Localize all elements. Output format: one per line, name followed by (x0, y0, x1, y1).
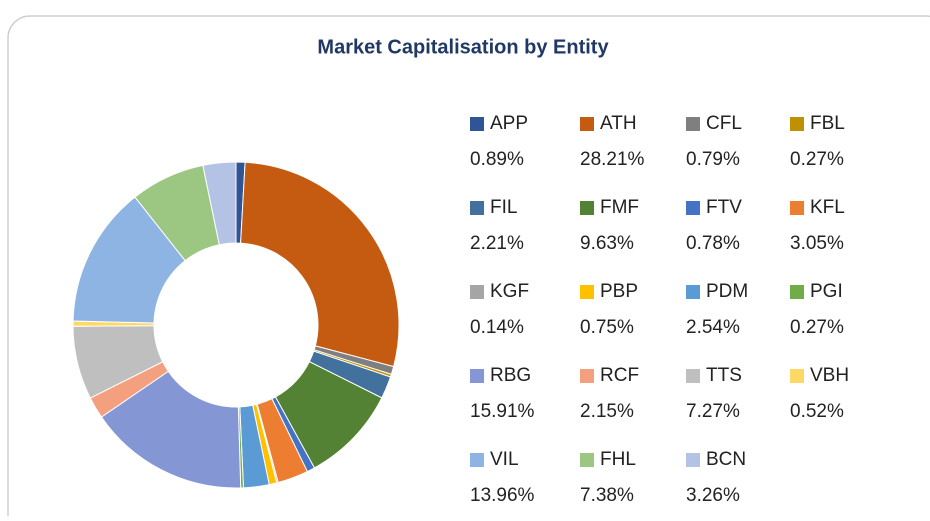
donut-slice (100, 370, 242, 489)
legend-label: KFL (810, 197, 845, 218)
value-label: 0.27% (790, 317, 844, 338)
legend-swatch (790, 117, 804, 131)
value-label: 0.75% (580, 317, 634, 338)
value-label: 3.05% (790, 233, 844, 254)
legend-label: FBL (810, 113, 845, 134)
value-label: 2.54% (686, 317, 740, 338)
legend-swatch (470, 117, 484, 131)
donut-slice (202, 161, 237, 246)
legend-label: BCN (706, 449, 746, 470)
value-label: 9.63% (580, 233, 634, 254)
legend-label: FTV (706, 197, 742, 218)
value-label: 7.27% (686, 401, 740, 422)
chart-frame (7, 15, 930, 521)
legend-swatch (686, 201, 700, 215)
legend-swatch (470, 369, 484, 383)
legend-label: FHL (600, 449, 636, 470)
chart-title: Market Capitalisation by Entity (317, 36, 609, 58)
legend-swatch (580, 285, 594, 299)
legend-label: PGI (810, 281, 843, 302)
legend-swatch (580, 369, 594, 383)
legend-label: CFL (706, 113, 742, 134)
legend-swatch (470, 201, 484, 215)
legend-swatch (790, 285, 804, 299)
legend-label: PDM (706, 281, 748, 302)
legend-label: FMF (600, 197, 639, 218)
legend-label: RCF (600, 365, 639, 386)
value-label: 0.14% (470, 317, 524, 338)
legend-swatch (790, 369, 804, 383)
value-label: 13.96% (470, 485, 535, 506)
legend-label: PBP (600, 281, 638, 302)
legend-swatch (580, 117, 594, 131)
legend-label: VIL (490, 449, 519, 470)
legend-swatch (580, 201, 594, 215)
value-label: 2.21% (470, 233, 524, 254)
legend-swatch (470, 453, 484, 467)
legend-swatch (470, 285, 484, 299)
legend-label: FIL (490, 197, 517, 218)
legend-swatch (686, 117, 700, 131)
legend-label: RBG (490, 365, 531, 386)
legend-label: ATH (600, 113, 637, 134)
legend-label: TTS (706, 365, 742, 386)
value-label: 0.27% (790, 149, 844, 170)
value-label: 2.15% (580, 401, 634, 422)
value-label: 28.21% (580, 149, 645, 170)
donut-slice (240, 161, 400, 368)
legend-swatch (790, 201, 804, 215)
legend-swatch (686, 369, 700, 383)
value-label: 15.91% (470, 401, 535, 422)
value-label: 0.89% (470, 149, 524, 170)
legend-label: KGF (490, 281, 529, 302)
legend-label: APP (490, 113, 528, 134)
value-label: 0.78% (686, 233, 740, 254)
legend-swatch (686, 453, 700, 467)
legend-label: VBH (810, 365, 849, 386)
value-label: 0.79% (686, 149, 740, 170)
value-label: 3.26% (686, 485, 740, 506)
legend-swatch (580, 453, 594, 467)
value-label: 7.38% (580, 485, 634, 506)
value-label: 0.52% (790, 401, 844, 422)
legend-swatch (686, 285, 700, 299)
